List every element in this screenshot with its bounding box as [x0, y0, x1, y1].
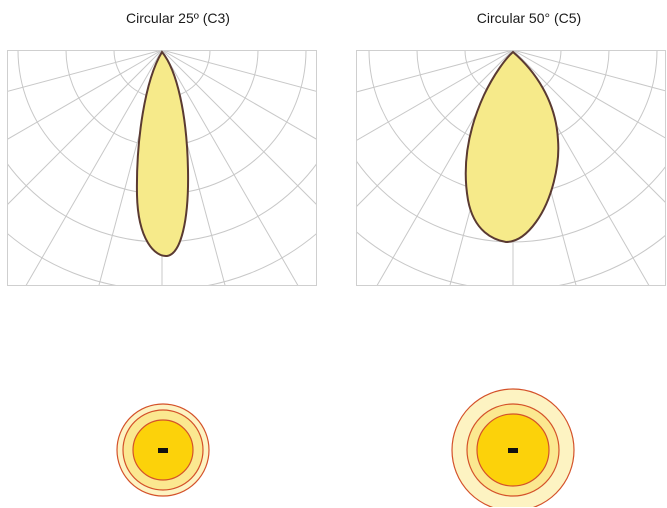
footprint-center-mark — [158, 448, 168, 453]
footprint-25 — [98, 377, 228, 507]
footprint-center-mark — [508, 448, 518, 453]
footprint-50 — [448, 377, 578, 507]
polar-diagram-25 — [7, 50, 317, 286]
beam-shape-50 — [466, 52, 559, 242]
polar-diagram-50 — [356, 50, 666, 286]
diagram-title-25: Circular 25º (C3) — [126, 10, 230, 26]
diagram-title-50: Circular 50° (C5) — [477, 10, 581, 26]
